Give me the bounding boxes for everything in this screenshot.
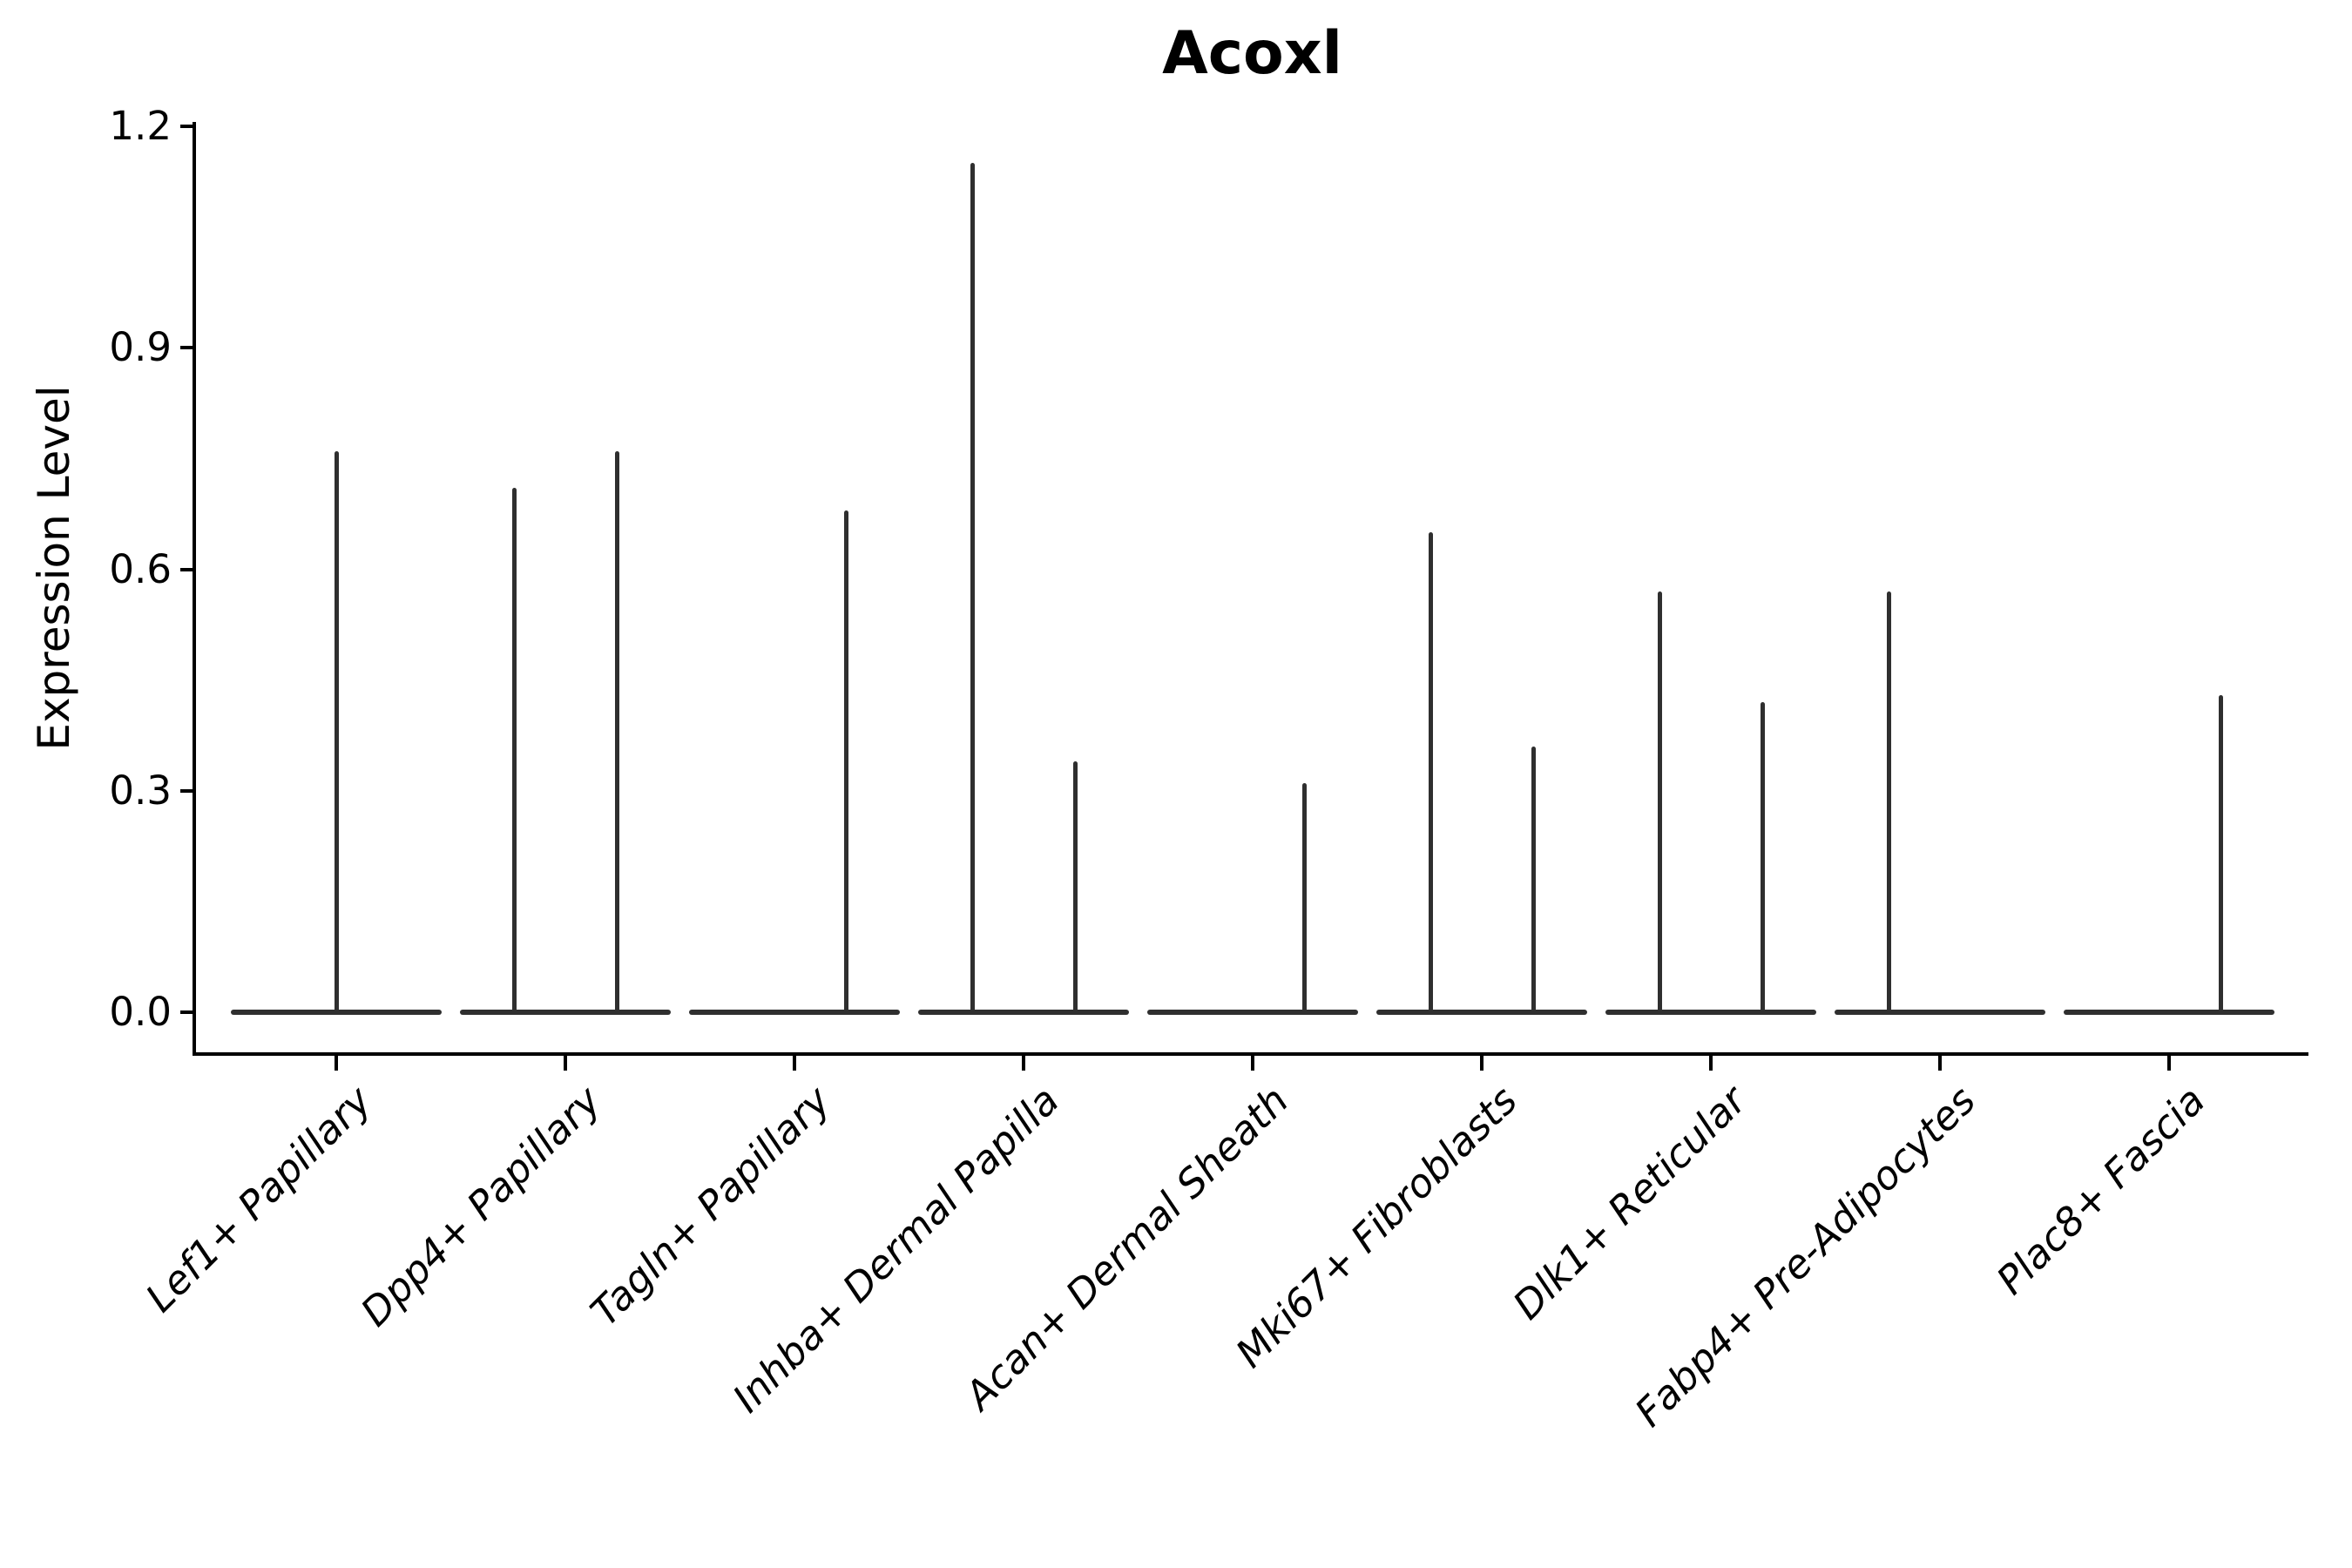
- violin-baseline: [689, 1010, 900, 1015]
- x-axis-tick: [1938, 1056, 1942, 1071]
- x-tick-label: Dlk1+ Reticular: [1504, 1077, 1756, 1328]
- violin-baseline: [1376, 1010, 1587, 1015]
- violin-baseline: [918, 1010, 1129, 1015]
- y-axis-tick: [180, 567, 193, 571]
- violin-baseline: [2064, 1010, 2274, 1015]
- y-tick-label: 1.2: [109, 103, 172, 149]
- violin-spike: [614, 450, 619, 1015]
- y-axis-tick: [180, 125, 193, 128]
- x-axis-tick: [1022, 1056, 1025, 1071]
- y-axis-tick: [180, 346, 193, 350]
- violin-spike: [1531, 746, 1536, 1015]
- x-axis-tick: [564, 1056, 567, 1071]
- violin-spike: [1301, 783, 1307, 1015]
- x-axis-tick: [1251, 1056, 1254, 1071]
- y-axis-tick: [180, 788, 193, 793]
- violin-spike: [511, 488, 517, 1015]
- x-tick-label: Tagln+ Papillary: [581, 1077, 840, 1335]
- x-axis-tick: [335, 1056, 338, 1071]
- violin-spike: [1657, 591, 1662, 1015]
- violin-baseline: [460, 1010, 671, 1015]
- violin-baseline: [1835, 1010, 2045, 1015]
- x-axis-spine: [193, 1052, 2308, 1056]
- y-tick-label: 0.0: [109, 989, 172, 1035]
- x-tick-label: Plac8+ Fascia: [1987, 1077, 2214, 1304]
- x-axis-tick: [1709, 1056, 1713, 1071]
- violin-baseline: [1147, 1010, 1358, 1015]
- x-axis-tick: [1480, 1056, 1484, 1071]
- x-tick-label: Dpp4+ Papillary: [351, 1077, 611, 1335]
- y-tick-label: 0.9: [109, 324, 172, 371]
- chart-title: Acoxl: [1162, 19, 1342, 88]
- x-axis-tick: [793, 1056, 796, 1071]
- violin-spike: [1072, 760, 1078, 1015]
- violin-spike: [843, 510, 848, 1015]
- y-axis-tick: [180, 1010, 193, 1014]
- violin-spike: [2218, 694, 2223, 1015]
- violin-spike: [970, 163, 975, 1015]
- y-axis-spine: [193, 122, 196, 1055]
- violin-spike: [1886, 591, 1891, 1015]
- violin-spike: [1760, 702, 1765, 1015]
- violin-spike: [1428, 532, 1433, 1015]
- x-tick-label: Lef1+ Papillary: [137, 1077, 382, 1321]
- x-axis-tick: [2167, 1056, 2171, 1071]
- y-tick-label: 0.6: [109, 545, 172, 592]
- violin-spike: [334, 450, 339, 1015]
- y-tick-label: 0.3: [109, 767, 172, 814]
- violin-baseline: [1605, 1010, 1816, 1015]
